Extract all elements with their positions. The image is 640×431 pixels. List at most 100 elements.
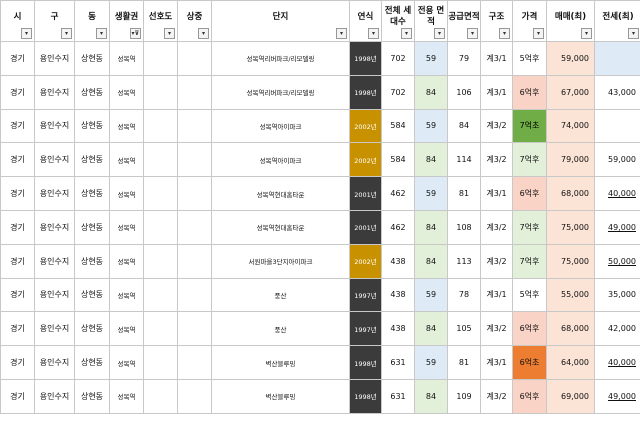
cell-supply[interactable]: 81 [447, 345, 481, 380]
cell-sang[interactable] [177, 378, 212, 414]
cell-complex[interactable]: 성복역리버파크/리모델링 [211, 41, 350, 76]
cell-pref[interactable] [143, 41, 178, 76]
cell-price[interactable]: 7억후 [512, 209, 547, 245]
cell-year[interactable]: 1998년 [349, 74, 382, 110]
cell-year[interactable]: 2001년 [349, 176, 382, 211]
cell-sale[interactable]: 74,000 [546, 108, 595, 144]
cell-excl[interactable]: 59 [414, 41, 448, 76]
table-row[interactable]: 경기 용인수지 상현동 성복역 성복역아이파크 2002년 584 59 84 계3/2 7억초 74… [0, 108, 640, 144]
cell-jeonse[interactable]: 59,000 [594, 142, 640, 178]
table-row[interactable]: 경기 용인수지 상현동 성복역 벽산블루밍 1998년 631 84 109 계3/2 6억후 69,… [0, 378, 640, 414]
cell-dong[interactable]: 상현동 [74, 209, 110, 245]
cell-sale[interactable]: 69,000 [546, 378, 595, 414]
filter-dropdown-icon[interactable]: ▾ [434, 28, 445, 39]
filter-dropdown-icon[interactable]: ▾ [533, 28, 544, 39]
cell-dong[interactable]: 상현동 [74, 41, 110, 76]
cell-year[interactable]: 2002년 [349, 142, 382, 178]
cell-si[interactable]: 경기 [0, 277, 35, 313]
cell-pref[interactable] [143, 345, 178, 380]
cell-supply[interactable]: 108 [447, 209, 481, 245]
cell-complex[interactable]: 풍산 [211, 277, 350, 313]
cell-jeonse[interactable]: 49,000 [594, 209, 640, 245]
cell-complex[interactable]: 성복역현대홈타운 [211, 176, 350, 211]
filter-dropdown-icon[interactable]: ▾ [21, 28, 32, 39]
cell-struct[interactable]: 계3/2 [480, 209, 513, 245]
cell-sang[interactable] [177, 74, 212, 110]
cell-complex[interactable]: 성복역현대홈타운 [211, 209, 350, 245]
cell-sang[interactable] [177, 277, 212, 313]
cell-price[interactable]: 7억후 [512, 142, 547, 178]
cell-excl[interactable]: 59 [414, 108, 448, 144]
cell-excl[interactable]: 84 [414, 142, 448, 178]
cell-area[interactable]: 성복역 [109, 311, 144, 347]
filter-dropdown-icon[interactable]: ▾ [581, 28, 592, 39]
cell-si[interactable]: 경기 [0, 176, 35, 211]
cell-gu[interactable]: 용인수지 [34, 74, 75, 110]
cell-price[interactable]: 6억후 [512, 311, 547, 347]
cell-units[interactable]: 462 [381, 176, 415, 211]
table-row[interactable]: 경기 용인수지 상현동 성복역 성복역리버파크/리모델링 1998년 702 84 106 계3/… [0, 74, 640, 110]
cell-supply[interactable]: 78 [447, 277, 481, 313]
cell-units[interactable]: 584 [381, 142, 415, 178]
cell-sale[interactable]: 68,000 [546, 311, 595, 347]
cell-excl[interactable]: 84 [414, 74, 448, 110]
cell-pref[interactable] [143, 142, 178, 178]
cell-year[interactable]: 2002년 [349, 243, 382, 279]
cell-gu[interactable]: 용인수지 [34, 142, 75, 178]
cell-area[interactable]: 성복역 [109, 277, 144, 313]
cell-area[interactable]: 성복역 [109, 176, 144, 211]
cell-si[interactable]: 경기 [0, 311, 35, 347]
cell-supply[interactable]: 109 [447, 378, 481, 414]
table-row[interactable]: 경기 용인수지 상현동 성복역 성복역현대홈타운 2001년 462 59 81 계3/1 6억후 6… [0, 176, 640, 211]
cell-sang[interactable] [177, 176, 212, 211]
filter-dropdown-icon[interactable]: ▾ [368, 28, 379, 39]
cell-sang[interactable] [177, 209, 212, 245]
cell-pref[interactable] [143, 277, 178, 313]
cell-dong[interactable]: 상현동 [74, 345, 110, 380]
cell-excl[interactable]: 84 [414, 311, 448, 347]
cell-supply[interactable]: 84 [447, 108, 481, 144]
cell-units[interactable]: 438 [381, 277, 415, 313]
cell-gu[interactable]: 용인수지 [34, 108, 75, 144]
cell-units[interactable]: 631 [381, 378, 415, 414]
cell-supply[interactable]: 113 [447, 243, 481, 279]
cell-struct[interactable]: 계3/1 [480, 41, 513, 76]
cell-year[interactable]: 1997년 [349, 311, 382, 347]
cell-excl[interactable]: 59 [414, 176, 448, 211]
cell-year[interactable]: 1997년 [349, 277, 382, 313]
cell-dong[interactable]: 상현동 [74, 176, 110, 211]
filter-dropdown-icon[interactable]: ▾ [401, 28, 412, 39]
filter-dropdown-icon[interactable]: ▾ [628, 28, 639, 39]
cell-dong[interactable]: 상현동 [74, 243, 110, 279]
cell-year[interactable]: 1998년 [349, 378, 382, 414]
cell-jeonse[interactable]: 40,000 [594, 345, 640, 380]
cell-supply[interactable]: 79 [447, 41, 481, 76]
filter-active-icon[interactable]: ▾⊽ [130, 28, 141, 39]
cell-complex[interactable]: 성복역아이파크 [211, 108, 350, 144]
cell-units[interactable]: 631 [381, 345, 415, 380]
cell-sale[interactable]: 75,000 [546, 243, 595, 279]
cell-dong[interactable]: 상현동 [74, 74, 110, 110]
cell-struct[interactable]: 계3/2 [480, 142, 513, 178]
cell-gu[interactable]: 용인수지 [34, 311, 75, 347]
cell-area[interactable]: 성복역 [109, 41, 144, 76]
cell-year[interactable]: 1998년 [349, 345, 382, 380]
cell-struct[interactable]: 계3/2 [480, 243, 513, 279]
cell-dong[interactable]: 상현동 [74, 277, 110, 313]
cell-sang[interactable] [177, 142, 212, 178]
cell-excl[interactable]: 59 [414, 277, 448, 313]
cell-struct[interactable]: 계3/1 [480, 74, 513, 110]
cell-excl[interactable]: 84 [414, 243, 448, 279]
cell-gu[interactable]: 용인수지 [34, 41, 75, 76]
cell-supply[interactable]: 106 [447, 74, 481, 110]
cell-complex[interactable]: 풍산 [211, 311, 350, 347]
filter-dropdown-icon[interactable]: ▾ [336, 28, 347, 39]
cell-si[interactable]: 경기 [0, 209, 35, 245]
cell-jeonse[interactable]: 42,000 [594, 311, 640, 347]
table-row[interactable]: 경기 용인수지 상현동 성복역 서원마을3단지아이파크 2002년 438 84 113 계3/2… [0, 243, 640, 279]
cell-sale[interactable]: 79,000 [546, 142, 595, 178]
cell-price[interactable]: 6억후 [512, 176, 547, 211]
cell-supply[interactable]: 105 [447, 311, 481, 347]
table-row[interactable]: 경기 용인수지 상현동 성복역 성복역아이파크 2002년 584 84 114 계3/2 7억후 7… [0, 142, 640, 178]
cell-units[interactable]: 702 [381, 74, 415, 110]
